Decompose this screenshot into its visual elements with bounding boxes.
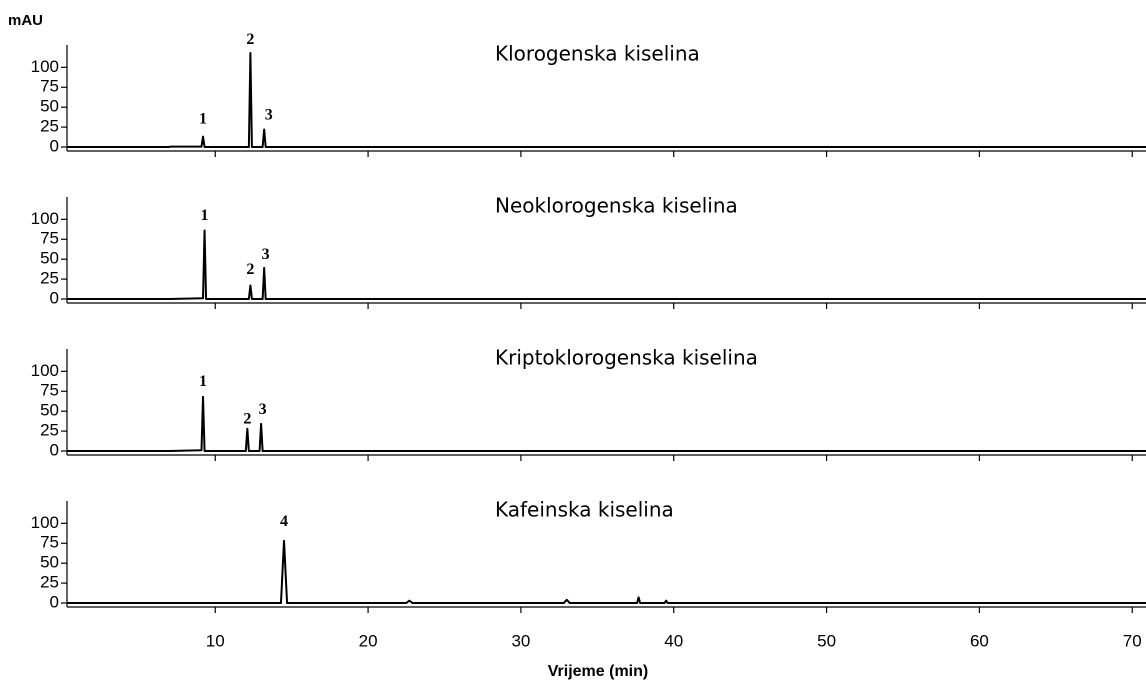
panel-title: Klorogenska kiselina [495,42,700,66]
trace [67,229,1146,301]
peak-label: 2 [246,261,254,278]
y-tick-label: 25 [40,573,59,592]
peak-label: 3 [259,401,267,418]
x-tick-label: 20 [359,631,378,650]
y-tick-label: 100 [31,209,59,228]
x-tick-label: 60 [970,631,989,650]
trace [67,539,1146,605]
trace [67,395,1146,453]
y-tick-label: 50 [40,249,59,268]
y-tick-label: 100 [31,57,59,76]
trace [67,51,1146,149]
y-tick-label: 75 [40,77,59,96]
y-tick-label: 0 [50,592,59,611]
y-tick-label: 25 [40,117,59,136]
y-tick-label: 75 [40,533,59,552]
panel-title: Kafeinska kiselina [495,498,674,522]
y-tick-label: 50 [40,553,59,572]
peak-label: 2 [246,31,254,48]
y-axis-label: mAU [8,12,43,29]
peak-label: 4 [280,513,288,530]
peak-label: 2 [243,411,251,428]
y-tick-label: 0 [50,136,59,155]
y-tick-label: 25 [40,269,59,288]
peak-label: 3 [262,246,270,263]
panel-title: Neoklorogenska kiselina [495,194,738,218]
y-tick-label: 50 [40,401,59,420]
peak-label: 1 [201,207,209,224]
y-tick-label: 0 [50,440,59,459]
x-tick-label: 50 [817,631,836,650]
x-tick-label: 40 [664,631,683,650]
x-axis-label: Vrijeme (min) [548,663,648,680]
y-tick-label: 75 [40,229,59,248]
y-tick-label: 25 [40,421,59,440]
y-tick-label: 50 [40,97,59,116]
x-tick-label: 30 [511,631,530,650]
peak-label: 1 [199,373,207,390]
y-tick-label: 100 [31,361,59,380]
peak-label: 3 [265,107,273,124]
panel-title: Kriptoklorogenska kiselina [495,346,758,370]
x-tick-label: 70 [1123,631,1142,650]
x-tick-label: 10 [206,631,225,650]
y-tick-label: 100 [31,513,59,532]
peak-label: 1 [199,111,207,128]
y-tick-label: 75 [40,381,59,400]
y-tick-label: 0 [50,288,59,307]
